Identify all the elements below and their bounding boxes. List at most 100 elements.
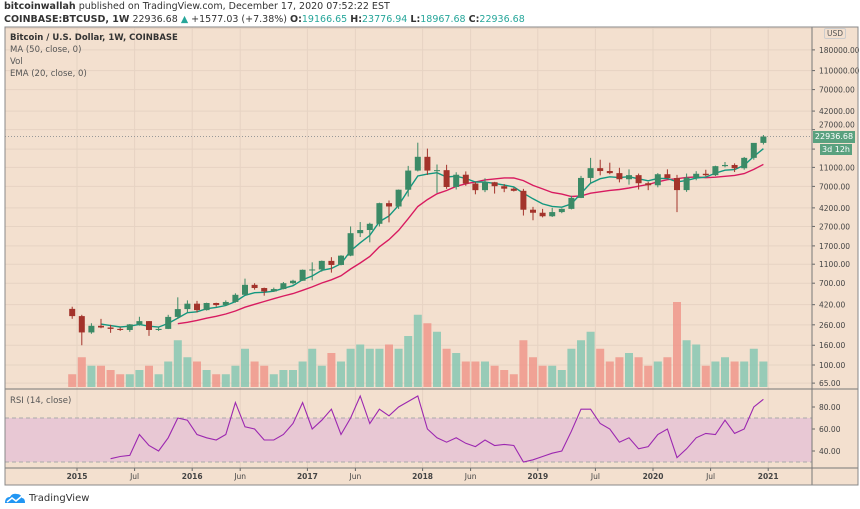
volume-bar: [567, 348, 576, 387]
candle: [366, 222, 373, 243]
x-tick-label: Jun: [349, 472, 362, 481]
candle: [760, 134, 767, 145]
candle: [136, 316, 143, 326]
candle: [78, 314, 85, 346]
candle: [155, 327, 162, 331]
candle: [645, 181, 652, 191]
volume-bar: [231, 365, 240, 387]
volume-bar: [730, 361, 739, 387]
legend-ma[interactable]: MA (50, close, 0): [10, 45, 82, 55]
tradingview-logo[interactable]: TradingView: [4, 492, 89, 504]
open-value: 19166.65: [301, 14, 348, 25]
price-axis-background: [812, 27, 858, 485]
candle-body: [462, 174, 469, 184]
volume-bar: [202, 370, 211, 387]
high-label: H:: [350, 14, 363, 25]
candle: [750, 142, 757, 160]
candle-body: [405, 170, 412, 190]
logo-text: TradingView: [29, 492, 90, 504]
volume-bar: [356, 344, 365, 387]
volume-bar: [394, 348, 403, 387]
candle-body: [520, 190, 527, 210]
candle-body: [261, 288, 268, 292]
symbol-info: COINBASE:BTCUSD, 1W 22936.68 ▲ +1577.03 …: [4, 14, 525, 25]
candle-body: [318, 260, 325, 270]
candle: [174, 297, 181, 319]
volume-bar: [385, 344, 393, 387]
legend-rsi[interactable]: RSI (14, close): [10, 396, 72, 406]
currency-label[interactable]: USD: [824, 28, 847, 39]
candle: [539, 208, 546, 218]
volume-bar: [68, 374, 77, 387]
volume-bar: [509, 374, 518, 387]
cloud-logo-icon: [5, 493, 25, 503]
volume-bar: [529, 357, 537, 387]
volume-bar: [298, 361, 307, 387]
volume-bar: [625, 353, 633, 387]
y-tick-label: 4200.00: [819, 204, 850, 213]
candle-body: [203, 303, 210, 311]
volume-bar: [548, 365, 557, 387]
volume-bar: [87, 365, 96, 387]
x-tick-label: 2017: [297, 472, 318, 481]
legend-vol[interactable]: Vol: [10, 57, 23, 67]
candle-body: [117, 328, 124, 330]
candle: [501, 184, 508, 193]
volume-bar: [221, 374, 230, 387]
volume-bar: [759, 361, 768, 387]
rsi-y-tick-label: 40.00: [819, 447, 841, 456]
volume-bar: [337, 361, 345, 387]
volume-bar: [471, 361, 480, 387]
candle-body: [174, 309, 181, 317]
low-label: L:: [410, 14, 421, 25]
volume-bar: [317, 365, 326, 387]
rsi-band: [5, 418, 812, 462]
candle: [270, 287, 277, 292]
volume-bar: [740, 361, 749, 387]
legend-ema[interactable]: EMA (20, close, 0): [10, 69, 87, 79]
candle-body: [664, 174, 671, 179]
candle-body: [491, 182, 498, 187]
candle: [520, 188, 527, 216]
candle-body: [107, 327, 114, 329]
ma50-line: [177, 163, 764, 325]
symbol-name: COINBASE:BTCUSD, 1W: [4, 14, 130, 25]
volume-bar: [663, 357, 672, 387]
volume-bar: [241, 348, 249, 387]
candle-body: [98, 325, 104, 328]
candle-body: [539, 212, 546, 217]
y-tick-label: 260.00: [819, 321, 845, 330]
volume-bar: [433, 331, 441, 387]
chart-border: [4, 26, 859, 486]
candle: [453, 172, 460, 190]
candle-body: [683, 177, 690, 191]
volume-bar: [212, 374, 221, 387]
volume-bar: [644, 365, 653, 387]
candle: [347, 226, 354, 257]
candle: [117, 327, 124, 331]
candle-body: [338, 255, 344, 265]
candle-body: [434, 170, 440, 172]
volume-bar: [596, 348, 605, 387]
author-name[interactable]: bitcoinwallah: [4, 1, 76, 12]
close-label: C:: [468, 14, 480, 25]
x-tick-label: 2019: [527, 472, 548, 481]
y-tick-label: 42000.00: [819, 107, 855, 116]
x-tick-label: 2020: [643, 472, 664, 481]
candle-body: [126, 324, 133, 330]
candle: [98, 318, 104, 329]
candle-body: [242, 284, 248, 295]
candle: [261, 287, 268, 296]
volume-bar: [106, 370, 115, 387]
candle-body: [424, 156, 431, 171]
volume-bar: [183, 357, 192, 387]
candle: [549, 207, 556, 218]
candle: [491, 181, 498, 194]
candle: [578, 175, 584, 199]
volume-bar: [721, 357, 729, 387]
candle: [328, 257, 335, 273]
candle-body: [222, 301, 229, 306]
x-tick-label: Jul: [705, 472, 715, 481]
candle-body: [184, 303, 191, 310]
